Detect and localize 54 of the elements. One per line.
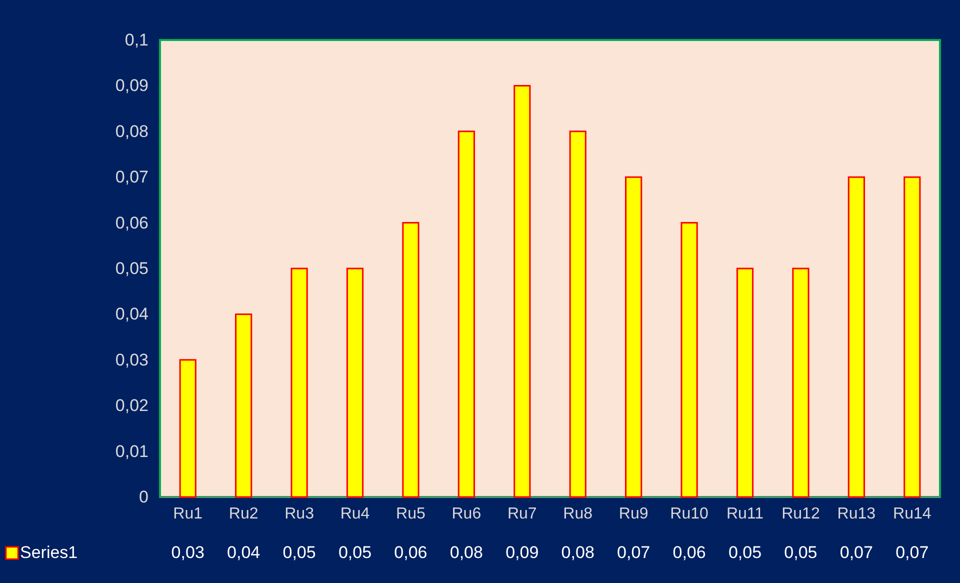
y-tick-label: 0,07: [115, 168, 148, 187]
data-label: 0,07: [896, 543, 929, 562]
data-label: 0,08: [561, 543, 594, 562]
x-tick-label: Ru8: [563, 506, 593, 522]
bar: [792, 268, 810, 498]
x-tick-label: Ru13: [837, 506, 876, 522]
y-tick-label: 0,02: [115, 396, 148, 416]
legend-label: Series1: [20, 543, 78, 562]
data-label: 0,09: [506, 543, 539, 562]
bar: [736, 268, 754, 498]
bar: [625, 176, 642, 498]
data-label: 0,05: [282, 543, 316, 562]
y-tick-label: 0,09: [115, 76, 148, 96]
y-tick-label: 0,03: [115, 350, 148, 370]
x-tick-label: Ru14: [893, 506, 932, 522]
bar: [402, 222, 420, 498]
bar: [680, 222, 698, 498]
data-label: 0,05: [728, 543, 762, 562]
y-tick-label: 0,06: [115, 213, 148, 232]
x-tick-label: Ru5: [396, 506, 426, 522]
data-label: 0,03: [171, 543, 204, 562]
y-tick-label: 0,04: [115, 304, 148, 324]
data-label: 0,06: [394, 543, 428, 562]
data-label: 0,04: [227, 543, 260, 562]
x-tick-label: Ru2: [228, 506, 258, 522]
y-tick-label: 0: [139, 488, 148, 506]
x-tick-label: Ru6: [452, 506, 482, 522]
x-tick-label: Ru10: [670, 506, 709, 522]
bar: [904, 176, 921, 498]
bar: [569, 130, 586, 498]
y-tick-label: 0,05: [115, 259, 148, 278]
bar: [458, 130, 475, 498]
data-label: 0,07: [840, 543, 873, 562]
data-label: 0,06: [672, 543, 706, 562]
data-label: 0,08: [450, 543, 483, 562]
bar: [290, 268, 308, 498]
bar: [346, 268, 364, 498]
data-label: 0,07: [617, 543, 650, 562]
x-tick-label: Ru1: [173, 506, 203, 522]
x-tick-label: Ru9: [618, 506, 648, 522]
bar: [179, 359, 196, 498]
bar: [235, 313, 252, 498]
x-tick-label: Ru4: [340, 506, 370, 522]
x-tick-label: Ru11: [726, 506, 764, 522]
bar: [848, 176, 865, 498]
data-label: 0,05: [338, 543, 372, 562]
x-tick-label: Ru7: [507, 506, 537, 522]
y-tick-label: 0,08: [115, 122, 148, 141]
x-tick-label: Ru3: [284, 506, 314, 522]
y-tick-label: 0,1: [124, 30, 148, 50]
bar: [514, 84, 531, 498]
x-tick-label: Ru12: [782, 506, 820, 522]
data-label: 0,05: [784, 543, 818, 562]
y-tick-label: 0,01: [115, 442, 148, 461]
